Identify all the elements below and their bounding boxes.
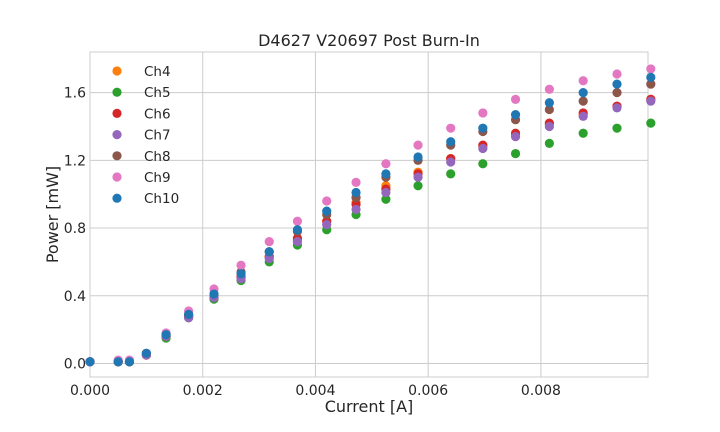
data-point-ch9 <box>544 84 554 94</box>
data-point-ch8 <box>544 104 554 115</box>
legend-marker-ch10 <box>112 193 122 203</box>
x-axis-title: Current [A] <box>325 397 414 416</box>
data-point-ch9 <box>413 140 423 150</box>
data-point-ch10 <box>85 357 95 367</box>
data-point-ch8 <box>578 96 588 106</box>
y-tick-label: 0.0 <box>64 356 86 372</box>
data-point-ch10 <box>124 357 135 367</box>
data-point-ch9 <box>292 216 303 226</box>
data-point-ch10 <box>646 72 656 82</box>
data-point-ch5 <box>578 128 588 138</box>
data-point-ch9 <box>578 76 588 86</box>
data-point-ch10 <box>478 123 488 133</box>
data-point-ch7 <box>446 157 456 167</box>
data-point-ch7 <box>292 236 303 247</box>
data-point-ch7 <box>478 143 488 154</box>
y-tick-label: 1.2 <box>64 153 86 169</box>
data-point-ch5 <box>413 181 423 191</box>
data-point-ch7 <box>544 121 554 132</box>
data-point-ch10 <box>612 79 622 89</box>
data-point-ch8 <box>612 88 622 98</box>
y-tick-label: 0.8 <box>64 221 86 237</box>
data-point-ch5 <box>612 123 622 133</box>
data-point-ch9 <box>478 108 488 118</box>
legend-marker-ch7 <box>112 130 122 140</box>
data-point-ch10 <box>236 269 246 279</box>
legend-label-ch7: Ch7 <box>144 128 171 144</box>
legend-label-ch9: Ch9 <box>144 170 171 186</box>
legend: Ch4 Ch5 Ch6 Ch7 Ch8 Ch9 Ch10 <box>112 64 179 207</box>
data-point-ch9 <box>612 69 622 79</box>
data-point-ch10 <box>544 98 554 108</box>
data-point-ch9 <box>322 196 332 206</box>
chart-title: D4627 V20697 Post Burn-In <box>258 31 480 50</box>
plot-frame <box>89 51 649 378</box>
legend-marker-ch6 <box>112 108 122 118</box>
legend-label-ch6: Ch6 <box>144 106 171 122</box>
data-point-ch10 <box>264 247 274 257</box>
data-points <box>85 64 656 367</box>
data-point-ch5 <box>478 159 488 169</box>
data-point-ch9 <box>381 159 391 169</box>
legend-label-ch4: Ch4 <box>144 64 171 80</box>
data-point-ch5 <box>446 169 456 179</box>
legend-marker-ch9 <box>112 172 122 182</box>
legend-label-ch10: Ch10 <box>144 191 179 207</box>
legend-label-ch5: Ch5 <box>144 85 171 101</box>
data-point-ch9 <box>236 260 246 270</box>
data-point-ch7 <box>322 220 332 230</box>
x-tick-label: 0.002 <box>183 383 223 399</box>
data-point-ch10 <box>322 206 332 216</box>
data-point-ch10 <box>184 309 194 319</box>
data-point-ch10 <box>113 357 123 367</box>
grid-lines <box>89 52 648 377</box>
data-point-ch10 <box>510 110 521 120</box>
legend-marker-ch5 <box>112 87 122 97</box>
x-tick-label: 0.000 <box>70 383 110 399</box>
data-point-ch7 <box>264 253 274 264</box>
data-point-ch5 <box>646 118 656 128</box>
data-point-ch9 <box>351 177 361 187</box>
data-point-ch10 <box>209 289 219 299</box>
data-point-ch8 <box>646 79 656 89</box>
data-point-ch10 <box>446 137 456 147</box>
data-point-ch10 <box>381 169 391 179</box>
tick-labels: 0.000 0.002 0.004 0.006 0.008 0.0 0.4 0.8 1.2 1.6 <box>64 86 561 399</box>
data-point-ch7 <box>351 204 361 215</box>
legend-marker-ch4 <box>112 66 122 76</box>
data-point-ch10 <box>578 88 588 98</box>
legend-marker-ch8 <box>112 151 122 161</box>
legend-label-ch8: Ch8 <box>144 149 171 165</box>
x-tick-label: 0.006 <box>408 383 448 399</box>
data-point-ch10 <box>351 187 361 198</box>
data-point-ch10 <box>292 225 303 235</box>
data-point-ch10 <box>141 348 151 358</box>
data-point-ch5 <box>544 138 554 149</box>
data-point-ch7 <box>646 96 656 106</box>
data-point-ch5 <box>510 148 521 159</box>
data-point-ch9 <box>264 236 274 247</box>
data-point-ch10 <box>413 152 423 162</box>
plot-area <box>90 52 648 377</box>
data-point-ch9 <box>510 94 521 104</box>
data-point-ch7 <box>578 111 588 121</box>
series-ch10 <box>85 72 656 367</box>
data-point-ch5 <box>381 194 391 204</box>
x-tick-label: 0.008 <box>521 383 561 399</box>
y-tick-label: 0.4 <box>64 289 86 305</box>
data-point-ch9 <box>446 123 456 133</box>
y-axis-title: Power [mW] <box>43 166 62 263</box>
data-point-ch9 <box>646 64 656 74</box>
data-point-ch7 <box>381 187 391 198</box>
data-point-ch7 <box>612 103 622 113</box>
data-point-ch7 <box>510 132 521 142</box>
x-tick-label: 0.004 <box>295 383 335 399</box>
y-tick-label: 1.6 <box>64 86 86 102</box>
data-point-ch7 <box>413 172 423 182</box>
data-point-ch10 <box>161 330 171 340</box>
